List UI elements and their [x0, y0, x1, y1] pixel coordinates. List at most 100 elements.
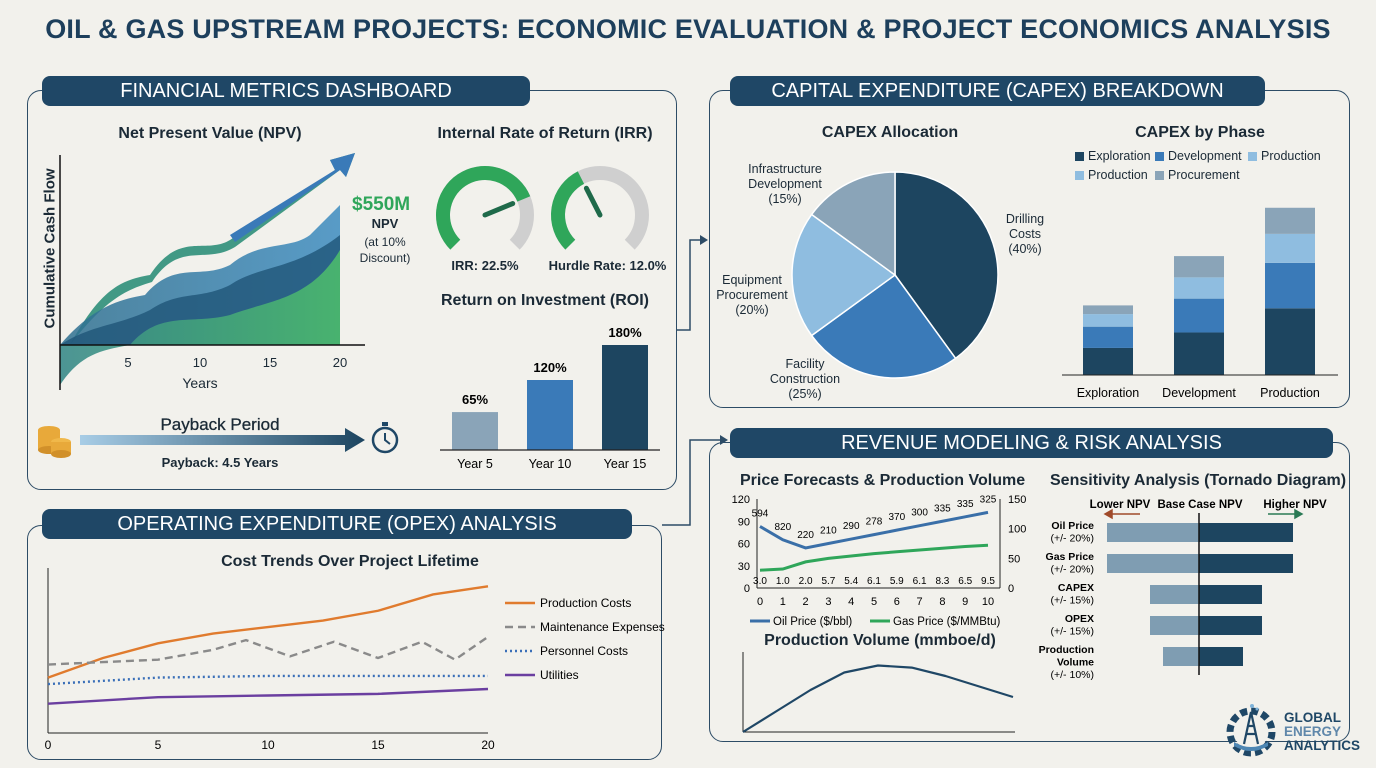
price-left-tick: 120 — [732, 494, 750, 506]
legend-label: Development — [1168, 149, 1242, 163]
legend-swatch — [1248, 151, 1257, 161]
capex-phase-chart: Exploration Development Production — [1062, 207, 1338, 400]
lower-npv-arrow-icon — [1103, 508, 1140, 520]
opex-line — [47, 585, 489, 679]
legend-item: Production — [1248, 149, 1321, 163]
tornado-center-label: Base Case NPV — [1157, 499, 1242, 511]
tornado-bar-low — [1107, 523, 1199, 542]
connector-financial-capex — [677, 239, 706, 331]
tornado-bar-low — [1150, 616, 1199, 635]
price-x-tick: 10 — [982, 596, 994, 608]
price-x-tick: 4 — [848, 596, 854, 608]
logo-line3: ANALYTICS — [1284, 738, 1361, 753]
tornado-row-label: (+/- 15%) — [1051, 595, 1094, 607]
price-x-tick: 7 — [917, 596, 923, 608]
opex-x-tick: 10 — [261, 738, 275, 752]
legend-label: Exploration — [1088, 149, 1151, 163]
price-x-tick: 6 — [894, 596, 900, 608]
legend-label: Utilities — [540, 668, 579, 682]
payback-label: Payback: 4.5 Years — [161, 455, 279, 470]
roi-category-label: Year 10 — [529, 457, 572, 471]
payback-arrow — [80, 428, 365, 452]
pie-slice — [810, 273, 957, 379]
tornado-row-label: (+/- 20%) — [1051, 564, 1094, 576]
npv-arrow-blue — [230, 153, 355, 242]
roi-value-label: 65% — [462, 392, 488, 407]
opex-x-tick: 20 — [481, 738, 495, 752]
price-data-label: 290 — [843, 521, 860, 532]
capex-pie-chart — [791, 171, 999, 379]
opex-chart: 0 5 10 15 20 Production Costs Maintenance Expe… — [45, 568, 665, 752]
tornado-row-label: CAPEX — [1058, 582, 1094, 594]
phase-bar-segment — [1265, 207, 1315, 234]
opex-line — [47, 674, 488, 686]
phase-bar-segment — [1265, 308, 1315, 375]
phase-category-label: Development — [1162, 386, 1236, 400]
opex-x-tick: 5 — [155, 738, 162, 752]
price-title: Price Forecasts & Production Volume — [740, 472, 1026, 489]
npv-tick: 15 — [262, 355, 278, 370]
price-x-tick: 1 — [780, 596, 786, 608]
price-data-label: 594 — [752, 508, 769, 519]
opex-x-tick: 0 — [45, 738, 52, 752]
roi-category-label: Year 15 — [604, 457, 647, 471]
legend-label: Production — [1261, 149, 1321, 163]
npv-arrow — [70, 153, 355, 345]
pie-label-infrastructure: Infrastructure Development (15%) — [748, 162, 822, 206]
roi-value-label: 180% — [608, 325, 642, 340]
legend-label: Maintenance Expenses — [540, 620, 665, 634]
tornado-row-label: Gas Price — [1046, 551, 1095, 563]
price-data-label: 325 — [980, 494, 997, 505]
price-line-oil — [759, 510, 989, 550]
tornado-bar-high — [1199, 585, 1262, 604]
legend-label: Oil Price ($/bbl) — [773, 616, 852, 628]
roi-value-label: 120% — [533, 360, 567, 375]
price-data-label: 220 — [797, 530, 814, 541]
tornado-row-label: Production — [1039, 644, 1094, 656]
roi-category-label: Year 5 — [457, 457, 493, 471]
opex-header: OPERATING EXPENDITURE (OPEX) ANALYSIS — [42, 509, 632, 539]
stopwatch-icon — [371, 422, 399, 454]
phase-category-label: Exploration — [1077, 386, 1140, 400]
tornado-row-label: (+/- 15%) — [1051, 626, 1094, 638]
connector-opex-revenue — [662, 439, 726, 526]
price-data-label: 335 — [934, 503, 951, 514]
legend-label: Production Costs — [540, 596, 631, 610]
price-right-tick: 50 — [1008, 553, 1020, 565]
price-right-tick: 100 — [1008, 524, 1026, 536]
tornado-right-label: Higher NPV — [1263, 499, 1327, 511]
legend-item: Development — [1155, 149, 1242, 163]
npv-tick: 5 — [124, 355, 132, 370]
price-data-label: 5.9 — [890, 576, 904, 587]
phase-bar-segment — [1083, 314, 1133, 327]
irr-label: IRR: 22.5% — [451, 258, 519, 273]
tornado-bar-low — [1163, 647, 1199, 666]
legend-swatch — [1155, 151, 1164, 161]
opex-title: Cost Trends Over Project Lifetime — [221, 553, 479, 570]
tornado-bar-low — [1150, 585, 1199, 604]
npv-chart — [59, 153, 365, 390]
price-line-gas — [759, 543, 989, 572]
capex-header: CAPITAL EXPENDITURE (CAPEX) BREAKDOWN — [730, 76, 1265, 106]
phase-bar-segment — [1174, 277, 1224, 299]
tornado-row-label: OPEX — [1065, 613, 1094, 625]
tornado-bar-high — [1199, 523, 1293, 542]
price-data-label: 278 — [866, 517, 883, 528]
tornado-chart: Lower NPV Base Case NPV Higher NPV Oil Pric… — [1039, 499, 1327, 681]
legend-swatch — [1075, 170, 1084, 180]
hurdle-gauge-fill — [551, 171, 585, 250]
price-data-label: 370 — [888, 512, 905, 523]
npv-value-label: NPV — [371, 216, 399, 231]
legend-swatch — [1155, 170, 1164, 180]
capex-alloc-title: CAPEX Allocation — [821, 124, 959, 141]
price-data-label: 335 — [957, 499, 974, 510]
price-chart: 0 30 60 90 120 0 50 100 150 0 1 2 3 4 5 6 7 8 9 10 594 820 220… — [732, 494, 1027, 628]
roi-bar — [527, 380, 573, 450]
legend-item: Procurement — [1155, 168, 1240, 182]
npv-tick: 10 — [192, 355, 208, 370]
opex-line — [47, 635, 489, 666]
price-data-label: 5.4 — [844, 576, 858, 587]
phase-bar-segment — [1265, 262, 1315, 309]
